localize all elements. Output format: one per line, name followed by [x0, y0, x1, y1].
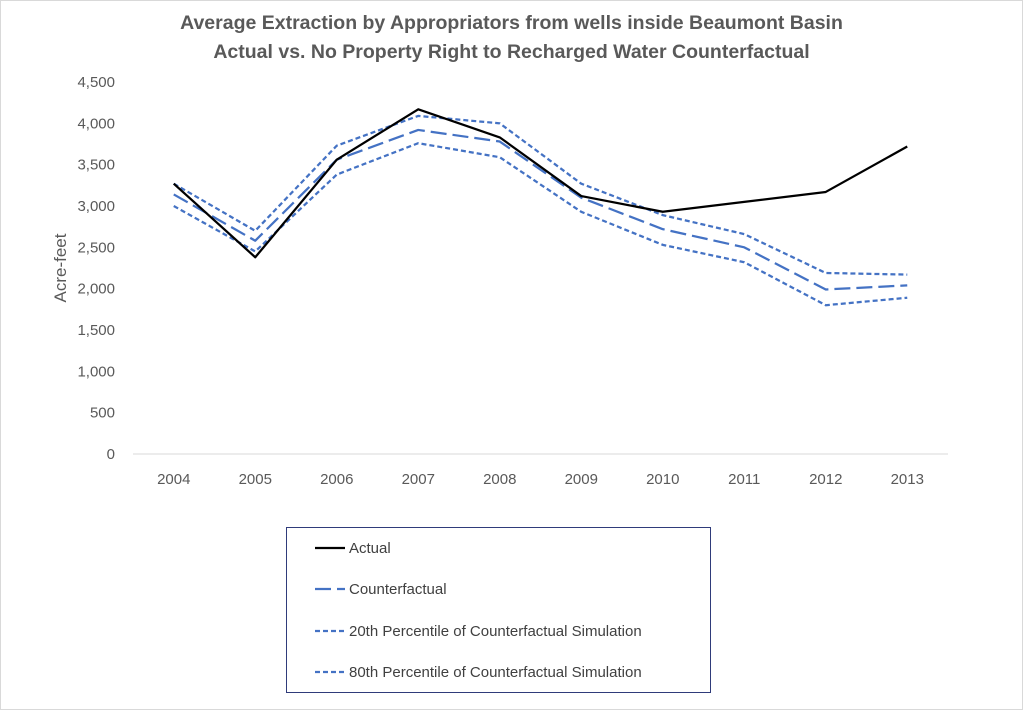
y-axis-label: Acre-feet [51, 233, 70, 302]
legend-label: Counterfactual [349, 580, 447, 598]
series-line-20th-percentile-of-counterfactual-simulation [173, 142, 908, 307]
x-tick-label: 2005 [239, 471, 272, 488]
x-axis: 2004 2005 2006 2007 2008 2009 2010 2011 2012 2013 [157, 471, 924, 488]
x-tick-label: 2013 [891, 471, 924, 488]
legend-label: 80th Percentile of Counterfactual Simula… [349, 663, 642, 681]
x-tick-label: 2012 [809, 471, 842, 488]
legend-label: 20th Percentile of Counterfactual Simula… [349, 622, 642, 640]
legend-swatch [315, 546, 345, 550]
x-tick-label: 2007 [402, 471, 435, 488]
chart-subtitle: Actual vs. No Property Right to Recharge… [213, 41, 810, 63]
legend-item: Actual [313, 537, 391, 559]
y-tick-label: 3,500 [77, 157, 115, 174]
y-tick-label: 2,500 [77, 239, 115, 256]
x-tick-label: 2004 [157, 471, 190, 488]
x-tick-label: 2006 [320, 471, 353, 488]
y-tick-label: 1,500 [77, 322, 115, 339]
plot-series [172, 108, 908, 307]
legend-item: 80th Percentile of Counterfactual Simula… [313, 661, 642, 683]
legend-item: Counterfactual [313, 578, 447, 600]
legend: Actual Counterfactual 20th Percentile of C… [286, 527, 711, 693]
series-line-counterfactual [173, 128, 908, 291]
series-line-80th-percentile-of-counterfactual-simulation [173, 114, 908, 276]
legend-swatch [315, 587, 345, 591]
y-tick-label: 1,000 [77, 363, 115, 380]
legend-item: 20th Percentile of Counterfactual Simula… [313, 620, 642, 642]
y-tick-label: 4,500 [77, 74, 115, 91]
y-axis: 0 500 1,000 1,500 2,000 2,500 3,000 3,500 4,000 4… [77, 74, 115, 463]
y-tick-label: 4,000 [77, 115, 115, 132]
x-tick-label: 2010 [646, 471, 679, 488]
legend-swatch [315, 670, 345, 674]
x-tick-label: 2009 [565, 471, 598, 488]
x-tick-label: 2011 [728, 471, 760, 488]
x-tick-label: 2008 [483, 471, 516, 488]
y-tick-label: 0 [107, 446, 115, 463]
y-tick-label: 2,000 [77, 281, 115, 298]
y-tick-label: 500 [90, 405, 115, 422]
chart-title: Average Extraction by Appropriators from… [180, 12, 843, 34]
legend-swatch [315, 629, 345, 633]
y-tick-label: 3,000 [77, 198, 115, 215]
legend-label: Actual [349, 539, 391, 557]
series-line-actual [172, 108, 908, 259]
